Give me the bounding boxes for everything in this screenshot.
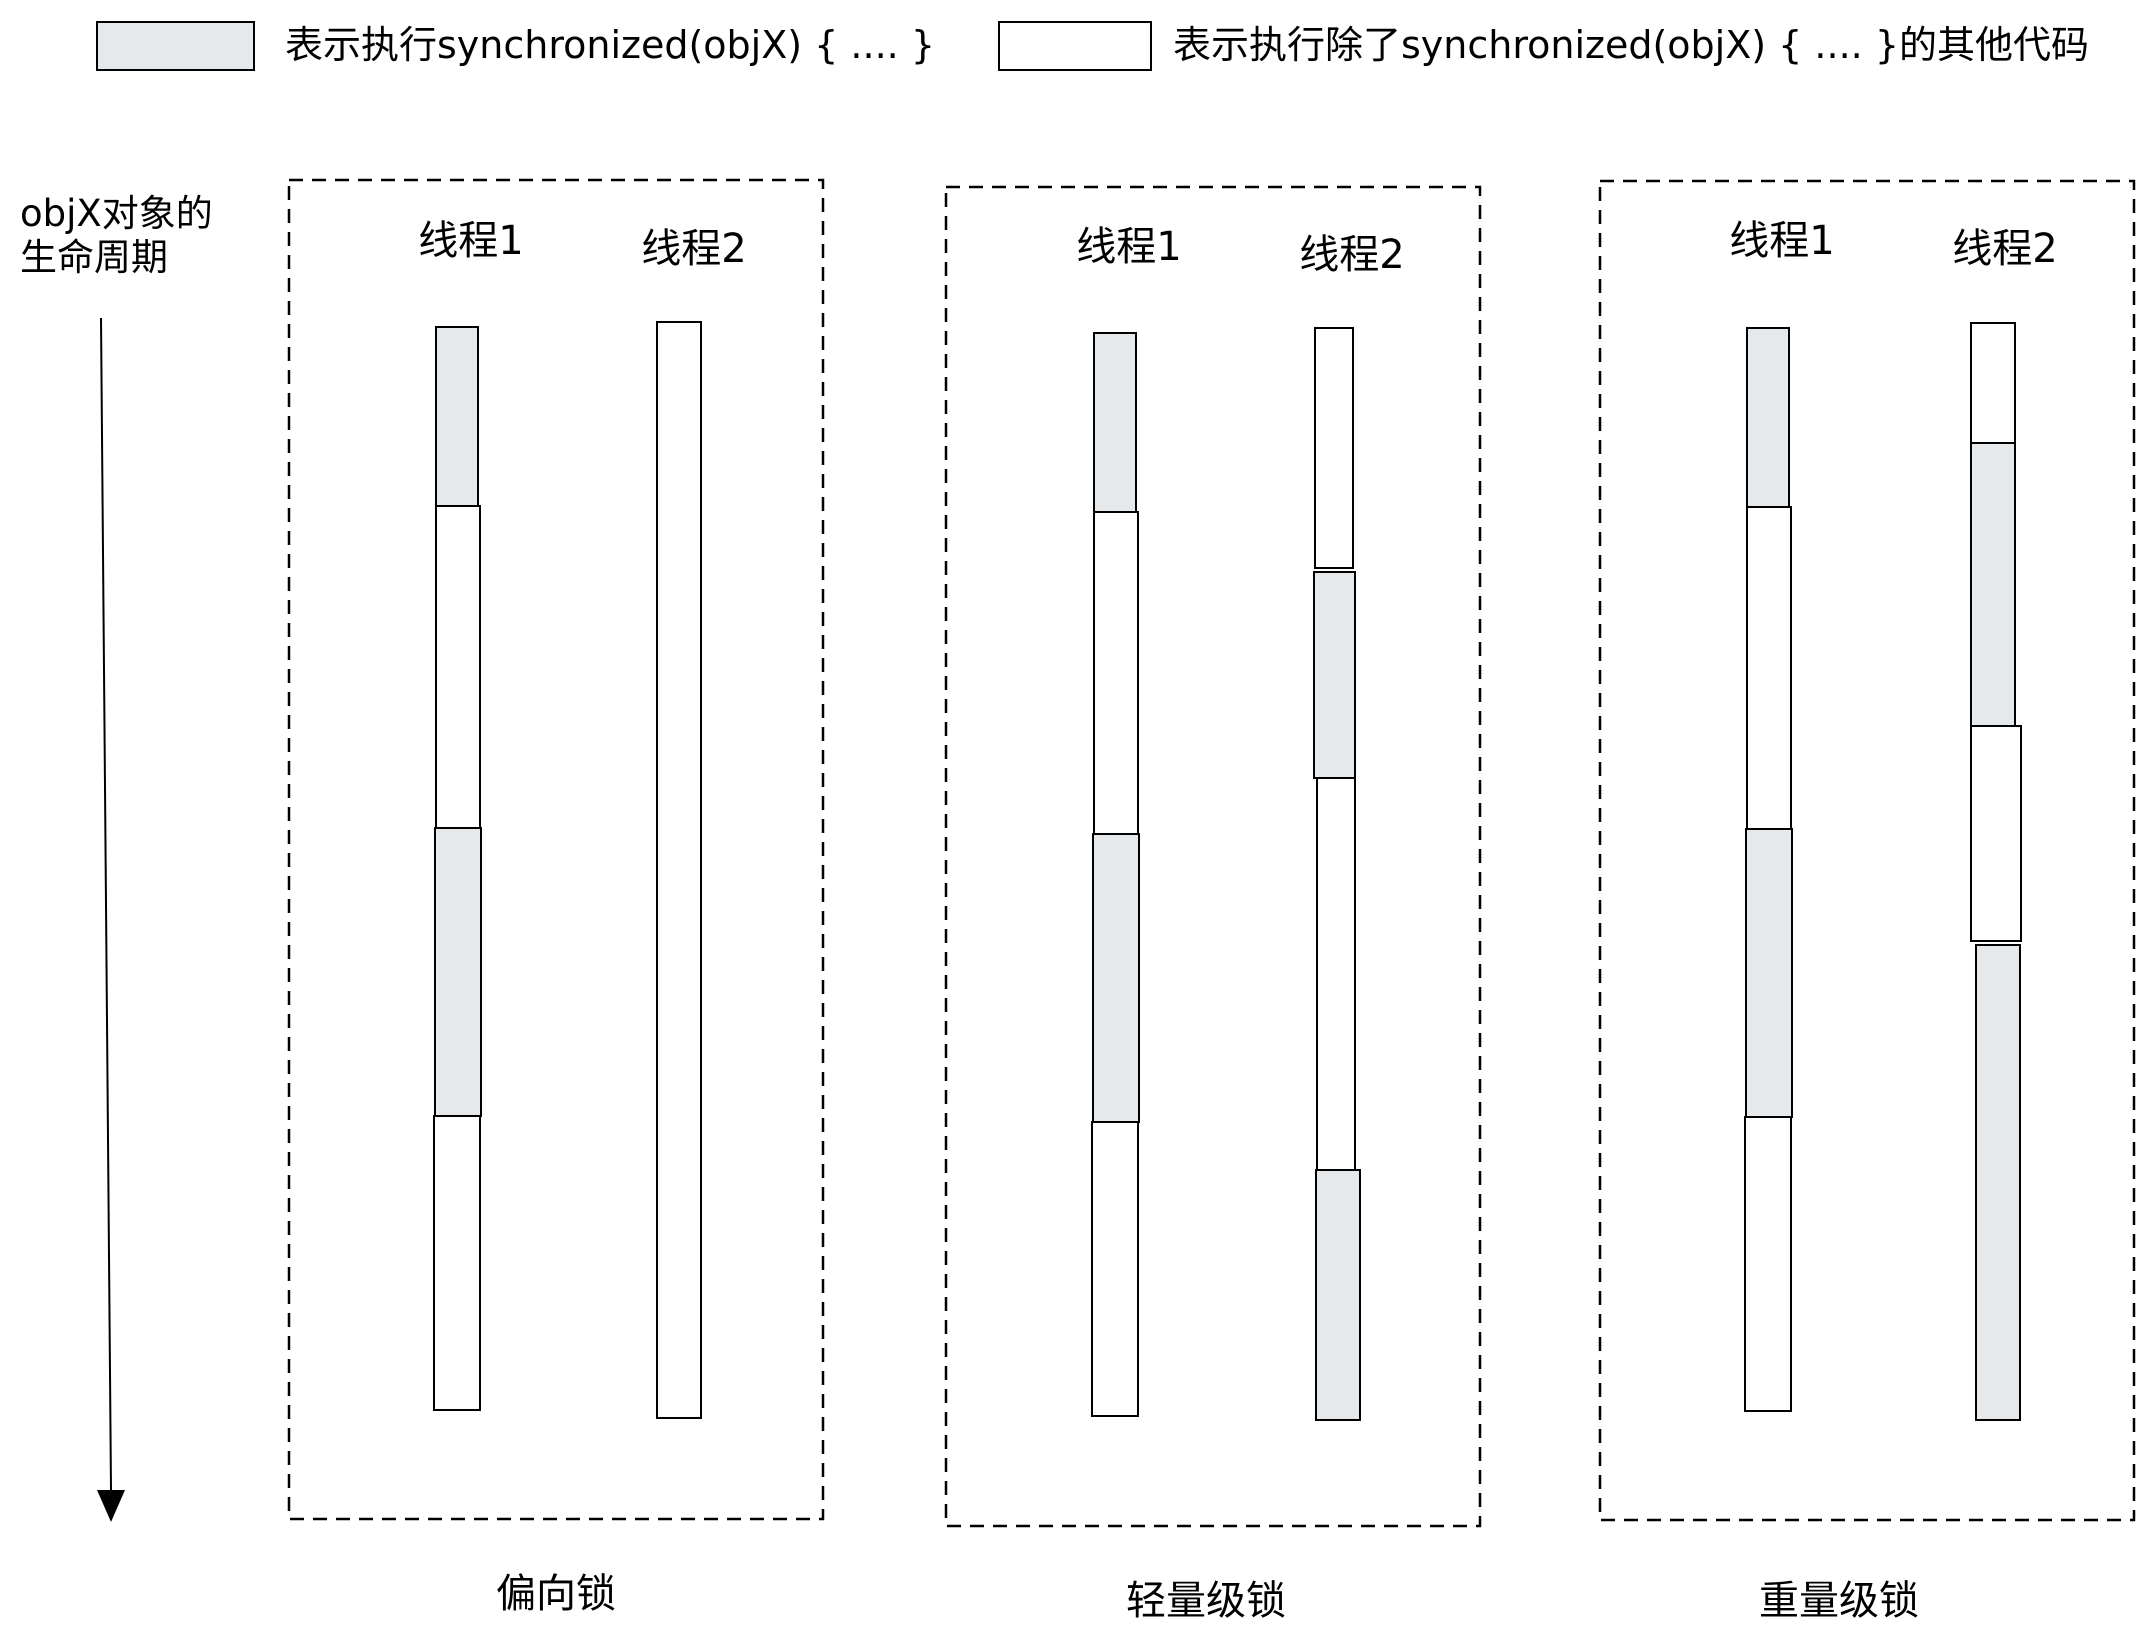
sync-segment bbox=[1313, 571, 1356, 779]
thread-2-bar bbox=[1970, 322, 2022, 1421]
panel-frame bbox=[944, 185, 1482, 1528]
thread-label: 线程2 bbox=[641, 226, 746, 272]
panel-heavyweight-lock: 线程1 线程2 重量级锁 bbox=[1598, 179, 2136, 1624]
sync-segment bbox=[435, 326, 479, 507]
thread-label: 线程1 bbox=[1076, 224, 1181, 270]
lifecycle-axis: objX对象的 生命周期 bbox=[20, 192, 213, 1522]
axis-label-line2: 生命周期 bbox=[20, 236, 168, 279]
thread-2-bar bbox=[656, 321, 702, 1419]
legend-other-label: 表示执行除了synchronized(objX) { .... }的其他代码 bbox=[1173, 23, 2089, 67]
thread-label: 线程2 bbox=[1952, 226, 2057, 272]
sync-segment bbox=[1093, 332, 1137, 513]
other-code-segment bbox=[1744, 1116, 1792, 1412]
sync-segment bbox=[1975, 944, 2021, 1421]
other-code-segment bbox=[1970, 322, 2016, 444]
other-code-segment bbox=[1093, 511, 1139, 835]
other-code-segment bbox=[1091, 1121, 1139, 1417]
panel-title: 偏向锁 bbox=[496, 1571, 616, 1617]
axis-line bbox=[100, 317, 112, 1491]
legend-other-swatch bbox=[998, 21, 1152, 71]
legend-sync-swatch bbox=[96, 21, 255, 71]
panel-frame bbox=[1598, 179, 2136, 1522]
sync-segment bbox=[1315, 1169, 1361, 1421]
thread-1-bar bbox=[433, 326, 482, 1411]
sync-segment bbox=[1746, 327, 1790, 508]
legend: 表示执行synchronized(objX) { .... } 表示执行除了sy… bbox=[96, 21, 2089, 71]
panel-biased-lock: 线程1 线程2 偏向锁 bbox=[287, 178, 825, 1617]
panel-title: 重量级锁 bbox=[1759, 1578, 1919, 1624]
other-code-segment bbox=[1316, 777, 1356, 1171]
thread-1-bar bbox=[1091, 332, 1140, 1417]
panel-title: 轻量级锁 bbox=[1126, 1578, 1286, 1624]
other-code-segment bbox=[433, 1115, 481, 1411]
other-code-segment bbox=[1314, 327, 1354, 569]
sync-segment bbox=[1745, 828, 1793, 1118]
thread-2-bar bbox=[1313, 327, 1361, 1421]
axis-arrowhead-icon bbox=[97, 1490, 125, 1522]
sync-segment bbox=[434, 827, 482, 1117]
legend-sync-label: 表示执行synchronized(objX) { .... } bbox=[285, 23, 935, 67]
other-code-segment bbox=[1746, 506, 1792, 830]
sync-segment bbox=[1092, 833, 1140, 1123]
thread-label: 线程1 bbox=[1729, 218, 1834, 264]
thread-1-bar bbox=[1744, 327, 1793, 1412]
panel-lightweight-lock: 线程1 线程2 轻量级锁 bbox=[944, 185, 1482, 1624]
other-code-segment bbox=[435, 505, 481, 829]
panel-frame bbox=[287, 178, 825, 1521]
thread-label: 线程2 bbox=[1299, 232, 1404, 278]
other-code-segment bbox=[656, 321, 702, 1419]
other-code-segment bbox=[1970, 725, 2022, 942]
sync-segment bbox=[1970, 442, 2016, 729]
thread-label: 线程1 bbox=[418, 218, 523, 264]
axis-label-line1: objX对象的 bbox=[20, 192, 213, 235]
